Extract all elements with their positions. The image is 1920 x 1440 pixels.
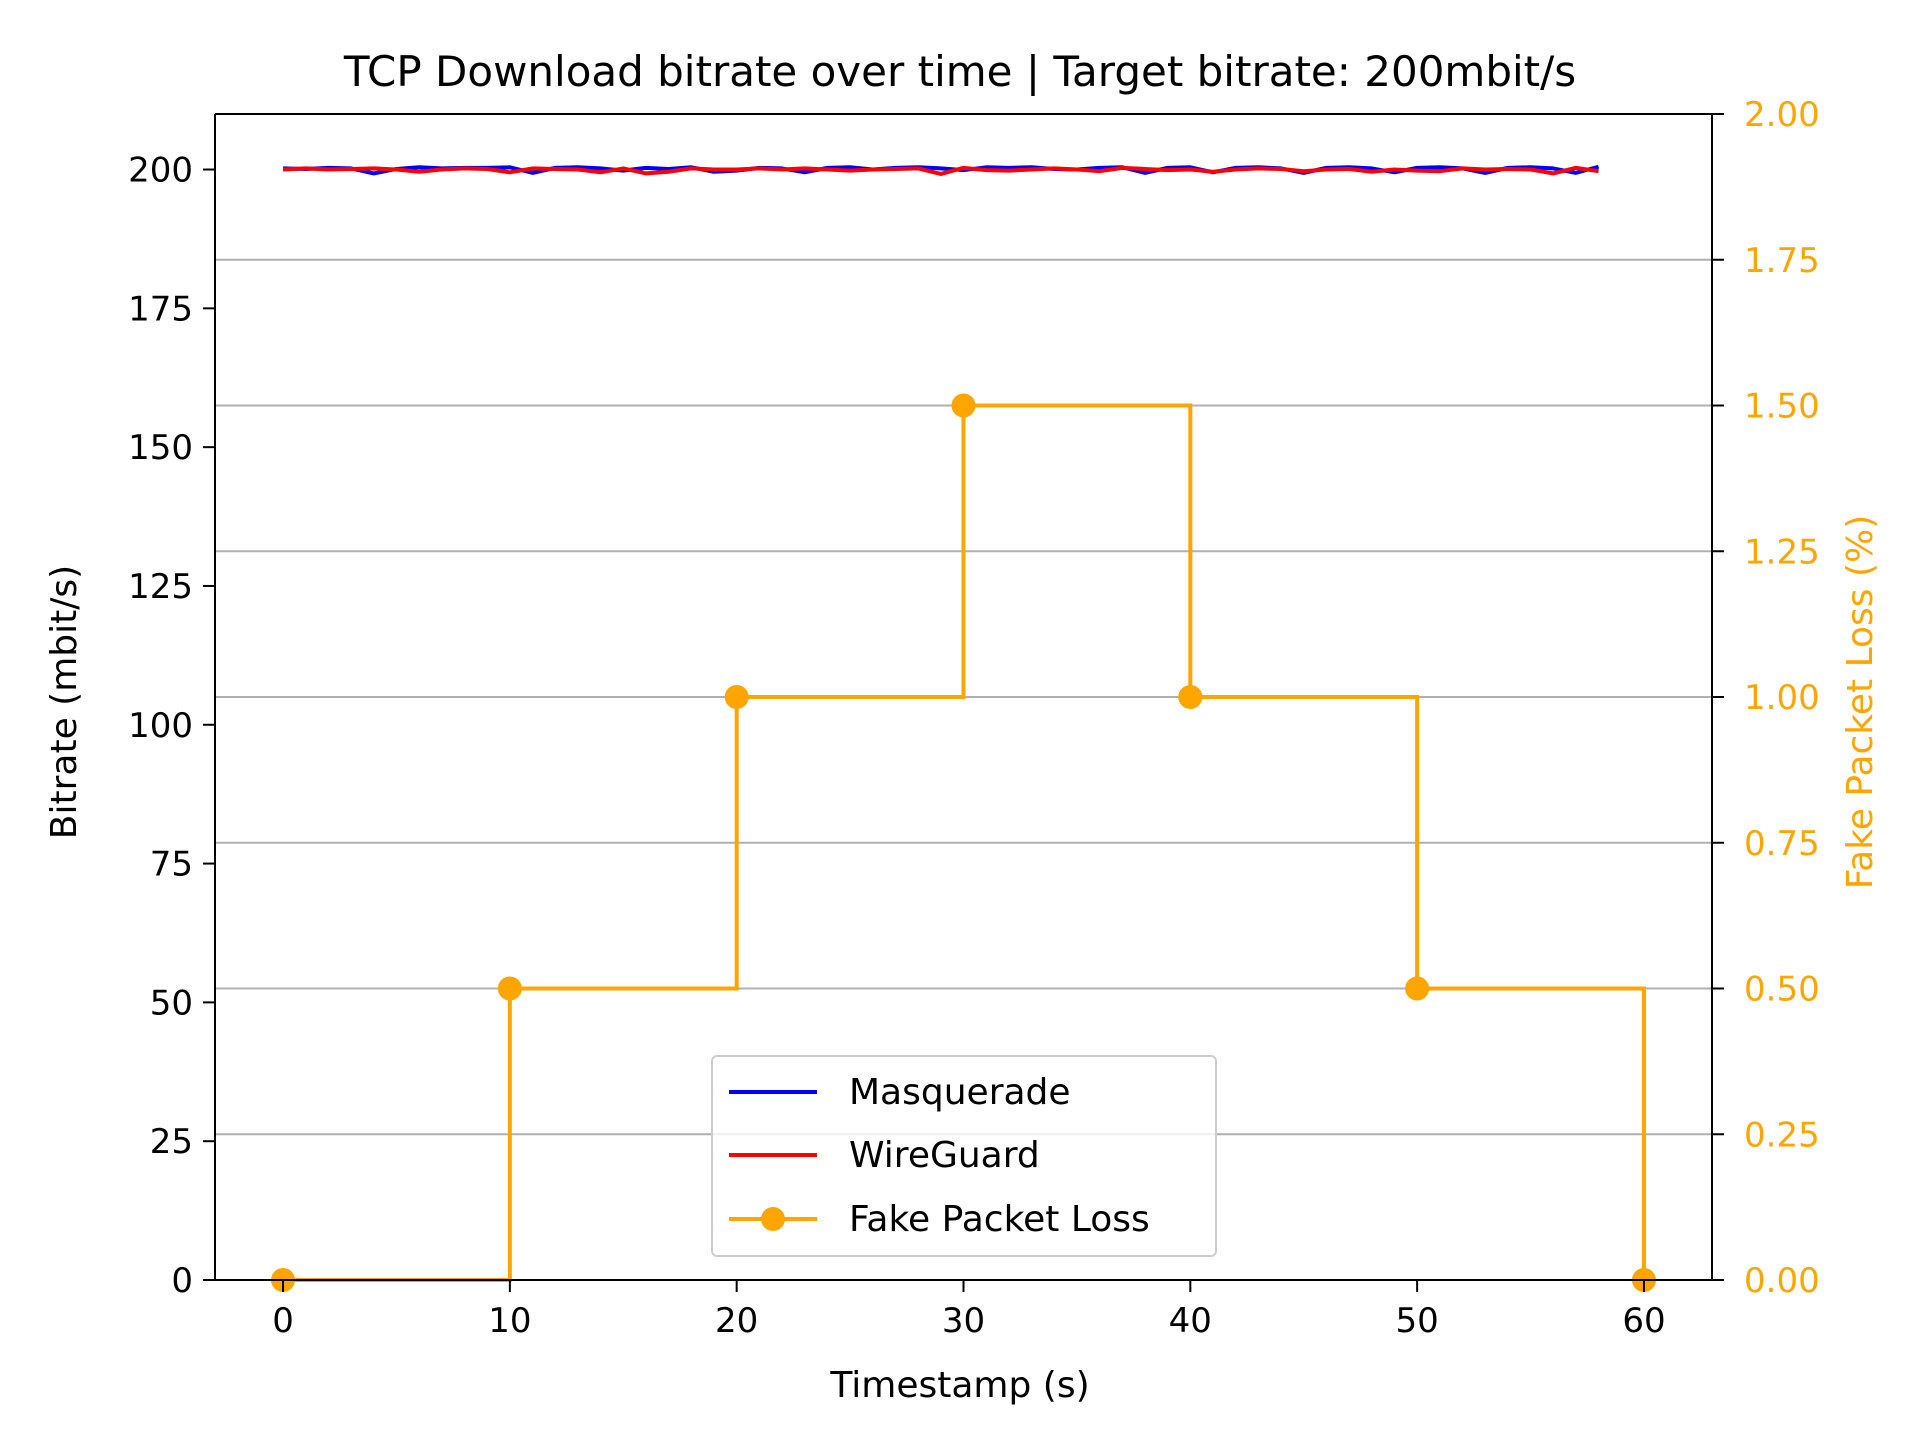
x-tick-label: 60 bbox=[1622, 1301, 1665, 1341]
y-tick-label: 0 bbox=[171, 1261, 193, 1301]
loss-marker bbox=[1178, 685, 1203, 709]
chart-title: TCP Download bitrate over time | Target … bbox=[343, 47, 1576, 96]
y-tick-label: 75 bbox=[150, 845, 193, 885]
x-tick-label: 30 bbox=[942, 1301, 985, 1341]
y2-tick-label: 2.00 bbox=[1744, 95, 1820, 135]
y2-tick-label: 1.50 bbox=[1744, 387, 1820, 427]
loss-marker bbox=[724, 685, 749, 709]
legend-frame bbox=[711, 1055, 1217, 1257]
loss-marker bbox=[951, 393, 976, 418]
y2-tick-label: 1.25 bbox=[1744, 532, 1820, 572]
x-tick-label: 50 bbox=[1396, 1301, 1439, 1341]
y2-tick-label: 0.00 bbox=[1744, 1261, 1820, 1301]
legend-label-wireguard: WireGuard bbox=[849, 1135, 1040, 1176]
axes-layer: 0 10 20 30 40 50 60 0 25 50 75 100 125 150 175 200 0.00 0… bbox=[128, 95, 1820, 1341]
y2-axis-label: Fake Packet Loss (%) bbox=[1840, 515, 1881, 890]
loss-marker bbox=[1405, 976, 1430, 1001]
y2-tick-label: 0.25 bbox=[1744, 1115, 1820, 1155]
series-line-wireguard bbox=[282, 165, 1599, 176]
x-tick-label: 10 bbox=[488, 1301, 531, 1341]
x-tick-label: 20 bbox=[715, 1301, 758, 1341]
x-tick-label: 40 bbox=[1169, 1301, 1212, 1341]
y-tick-label: 50 bbox=[150, 983, 193, 1023]
y-axis-label: Bitrate (mbit/s) bbox=[44, 565, 85, 839]
series-layer bbox=[271, 164, 1656, 1292]
y2-tick-label: 0.75 bbox=[1744, 824, 1820, 864]
y-tick-label: 150 bbox=[128, 428, 193, 468]
y-tick-label: 200 bbox=[128, 151, 193, 191]
y-tick-label: 25 bbox=[150, 1122, 193, 1162]
y2-tick-label: 1.75 bbox=[1744, 241, 1820, 281]
y2-tick-label: 0.50 bbox=[1744, 970, 1820, 1010]
legend-label-fake-packet-loss: Fake Packet Loss bbox=[849, 1199, 1150, 1240]
loss-marker bbox=[497, 976, 522, 1001]
y-tick-label: 125 bbox=[128, 567, 193, 607]
y-tick-label: 175 bbox=[128, 289, 193, 329]
y-tick-label: 100 bbox=[128, 706, 193, 746]
x-axis-label: Timestamp (s) bbox=[829, 1365, 1089, 1406]
legend-marker-fake-packet-loss bbox=[761, 1207, 785, 1231]
legend: Masquerade WireGuard Fake Packet Loss bbox=[711, 1055, 1217, 1257]
legend-label-masquerade: Masquerade bbox=[849, 1072, 1071, 1113]
x-tick-label: 0 bbox=[272, 1301, 294, 1341]
y2-tick-label: 1.00 bbox=[1744, 678, 1820, 718]
